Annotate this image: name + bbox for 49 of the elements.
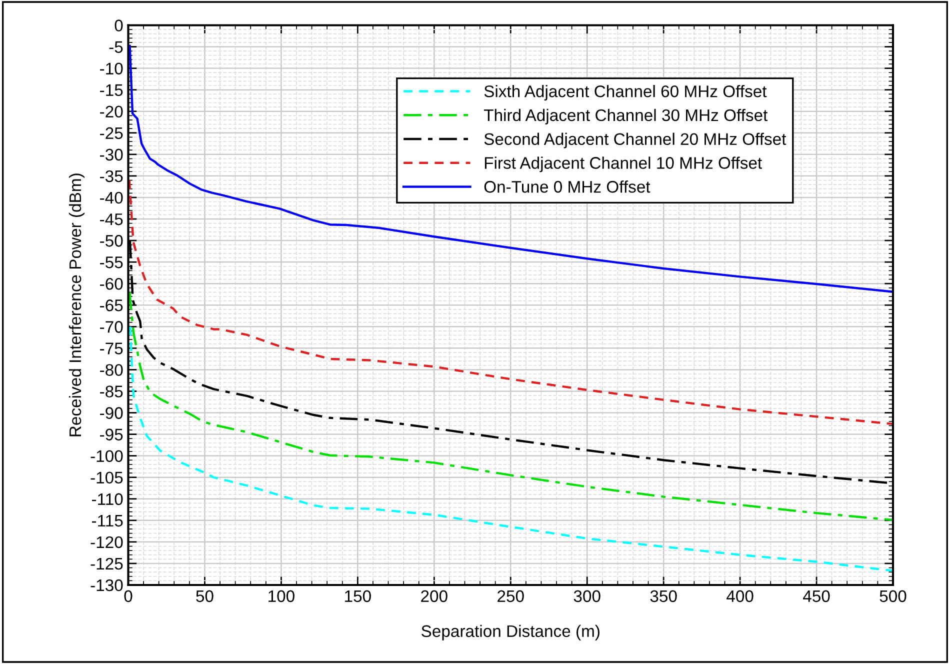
legend-label: First Adjacent Channel 10 MHz Offset [484,156,762,172]
y-tick-label: -45 [100,214,123,226]
y-tick-label: -95 [100,428,123,440]
y-tick-label: -10 [100,62,123,74]
y-tick-label: -100 [90,450,123,462]
x-tick-label: 400 [726,590,754,602]
legend-label: Second Adjacent Channel 20 MHz Offset [484,132,786,148]
y-tick-label: -85 [100,386,123,398]
y-tick-label: -80 [100,364,123,376]
y-tick-label: -60 [100,278,123,290]
y-tick-label: -75 [100,342,123,354]
y-tick-label: -5 [109,41,123,53]
legend-label: Third Adjacent Channel 30 MHz Offset [484,108,768,124]
x-tick-label: 100 [268,590,294,602]
y-tick-label: -50 [100,234,123,247]
y-tick-label: -130 [90,579,123,592]
y-tick-label: -35 [100,170,123,182]
y-tick-label: -110 [92,493,123,506]
line-series [129,326,893,572]
y-tick-label: 0 [114,20,123,32]
x-axis-title: Separation Distance (m) [422,624,600,640]
y-tick-label: -30 [100,148,123,161]
x-tick-label: 50 [196,590,214,602]
y-tick-label: -105 [90,472,123,484]
y-tick-label: -115 [92,514,123,527]
y-tick-label: -65 [100,300,123,312]
y-tick-label: -90 [100,407,123,419]
y-axis-title: Received Interference Power (dBm) [68,174,84,436]
line-series [128,179,893,426]
y-tick-label: -120 [90,536,123,548]
line-series [128,44,893,293]
x-tick-label: 150 [345,590,371,602]
y-tick-label: -25 [100,127,123,140]
y-tick-label: -40 [100,192,123,204]
y-tick-label: -55 [100,256,123,268]
legend-label: Sixth Adjacent Channel 60 MHz Offset [484,85,767,101]
x-tick-label: 250 [498,590,524,602]
y-tick-label: -125 [90,558,123,570]
y-tick-label: -20 [100,106,123,118]
y-tick-label: -15 [100,84,123,96]
x-tick-label: 300 [574,590,600,602]
line-series [128,291,893,522]
legend-label: On-Tune 0 MHz Offset [484,180,650,193]
x-tick-label: 350 [650,590,677,602]
x-tick-label: 500 [880,590,906,602]
x-tick-label: 200 [421,590,448,602]
x-tick-label: 450 [803,590,830,602]
y-tick-label: -70 [100,321,123,333]
x-tick-label: 0 [124,590,132,602]
